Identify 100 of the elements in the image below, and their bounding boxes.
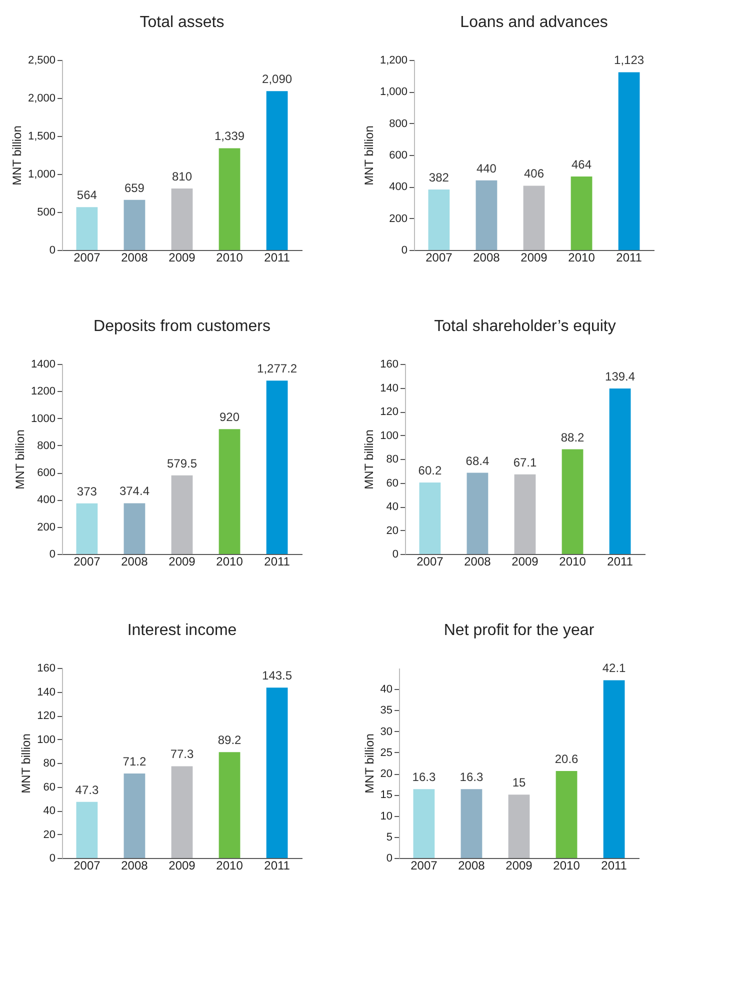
data-label: 143.5 bbox=[262, 668, 292, 683]
data-label: 71.2 bbox=[122, 754, 146, 768]
data-label: 139.4 bbox=[605, 369, 636, 384]
chart-title: Net profit for the year bbox=[444, 622, 595, 640]
y-axis-title: MNT billion bbox=[13, 430, 28, 490]
y-tick-label: 80 bbox=[43, 758, 56, 770]
y-tick-label: 0 bbox=[386, 852, 392, 864]
y-tick-label: 1,200 bbox=[380, 54, 408, 66]
data-label: 373 bbox=[76, 484, 98, 498]
x-tick-label: 2008 bbox=[464, 554, 492, 568]
bar bbox=[523, 186, 545, 250]
y-tick-label: 20 bbox=[43, 828, 56, 841]
y-tick-label: 2,000 bbox=[28, 92, 56, 104]
y-tick-label: 400 bbox=[37, 494, 56, 506]
data-label: 77.3 bbox=[170, 747, 194, 762]
chart-title: Loans and advances bbox=[460, 14, 608, 31]
data-label: 579.5 bbox=[166, 456, 198, 470]
chart-title: Total assets bbox=[140, 14, 224, 31]
data-label: 42.1 bbox=[602, 661, 626, 676]
y-tick-label: 15 bbox=[380, 789, 392, 802]
bar bbox=[266, 380, 288, 554]
x-tick-label: 2011 bbox=[607, 554, 634, 568]
bar bbox=[76, 802, 98, 858]
x-tick-label: 2007 bbox=[74, 858, 101, 872]
y-tick-label: 1400 bbox=[31, 358, 56, 370]
x-tick-label: 2011 bbox=[264, 858, 290, 872]
data-label: 1,277.2 bbox=[257, 362, 298, 376]
data-label: 16.3 bbox=[412, 770, 436, 784]
y-tick-label: 160 bbox=[380, 358, 398, 370]
y-tick-label: 40 bbox=[380, 684, 392, 696]
data-label: 382 bbox=[428, 170, 450, 185]
bar bbox=[413, 789, 435, 858]
x-tick-label: 2009 bbox=[168, 858, 196, 872]
bar bbox=[171, 475, 193, 554]
bar bbox=[466, 472, 488, 554]
bar bbox=[562, 449, 584, 554]
data-label: 88.2 bbox=[560, 430, 585, 444]
x-tick-label: 2010 bbox=[216, 250, 244, 264]
y-tick-label: 0 bbox=[392, 548, 398, 560]
bar bbox=[609, 388, 631, 554]
data-label: 406 bbox=[524, 166, 544, 181]
bar bbox=[460, 789, 482, 858]
data-label: 920 bbox=[220, 410, 240, 424]
x-tick-label: 2008 bbox=[473, 250, 500, 264]
x-tick-label: 2009 bbox=[168, 250, 196, 264]
data-label: 564 bbox=[76, 188, 98, 202]
y-tick-label: 600 bbox=[389, 150, 408, 162]
bar bbox=[76, 207, 98, 250]
data-label: 374.4 bbox=[119, 484, 150, 498]
y-tick-label: 0 bbox=[401, 244, 408, 256]
chart-title: Interest income bbox=[127, 622, 237, 639]
data-label: 89.2 bbox=[218, 733, 242, 748]
x-tick-label: 2010 bbox=[568, 250, 596, 264]
y-tick-label: 40 bbox=[386, 501, 398, 513]
x-tick-label: 2007 bbox=[426, 250, 453, 264]
bar bbox=[124, 200, 146, 250]
data-label: 440 bbox=[476, 161, 497, 176]
data-label: 464 bbox=[572, 158, 592, 172]
x-tick-label: 2010 bbox=[559, 554, 586, 568]
y-tick-label: 30 bbox=[380, 726, 392, 738]
data-label: 60.2 bbox=[418, 464, 442, 478]
data-label: 1,339 bbox=[214, 129, 245, 144]
x-tick-label: 2011 bbox=[601, 858, 628, 872]
y-tick-label: 800 bbox=[389, 118, 408, 130]
bar bbox=[508, 794, 530, 858]
y-tick-label: 1000 bbox=[31, 412, 56, 425]
bar bbox=[266, 91, 288, 250]
x-tick-label: 2008 bbox=[121, 250, 148, 264]
x-tick-label: 2010 bbox=[553, 858, 580, 872]
x-tick-label: 2009 bbox=[512, 554, 539, 568]
data-label: 1,123 bbox=[614, 53, 644, 68]
y-tick-label: 200 bbox=[389, 212, 408, 225]
y-tick-label: 120 bbox=[380, 406, 398, 418]
data-label: 67.1 bbox=[513, 455, 537, 470]
y-tick-label: 1,000 bbox=[28, 168, 56, 180]
bar bbox=[419, 482, 441, 554]
bar bbox=[171, 188, 193, 250]
y-tick-label: 20 bbox=[380, 768, 392, 780]
x-tick-label: 2009 bbox=[168, 554, 196, 568]
y-tick-label: 60 bbox=[43, 781, 56, 794]
bar bbox=[556, 771, 578, 858]
data-label: 20.6 bbox=[554, 752, 579, 766]
bar bbox=[76, 503, 98, 554]
x-tick-label: 2007 bbox=[74, 554, 101, 568]
chart-title: Total shareholder’s equity bbox=[434, 318, 616, 335]
x-tick-label: 2010 bbox=[216, 554, 244, 568]
bar bbox=[218, 429, 240, 554]
y-tick-label: 1,000 bbox=[380, 86, 408, 98]
y-tick-label: 1,500 bbox=[28, 130, 56, 142]
x-tick-label: 2007 bbox=[410, 858, 438, 872]
bar bbox=[124, 503, 146, 554]
y-tick-label: 0 bbox=[49, 548, 56, 560]
bar bbox=[428, 190, 450, 250]
y-tick-label: 0 bbox=[49, 852, 56, 864]
bar bbox=[218, 752, 240, 858]
data-label: 810 bbox=[172, 169, 192, 184]
y-tick-label: 500 bbox=[37, 206, 56, 218]
x-tick-label: 2008 bbox=[458, 858, 486, 872]
x-tick-label: 2011 bbox=[616, 250, 642, 264]
y-axis-title: MNT billion bbox=[10, 126, 24, 186]
